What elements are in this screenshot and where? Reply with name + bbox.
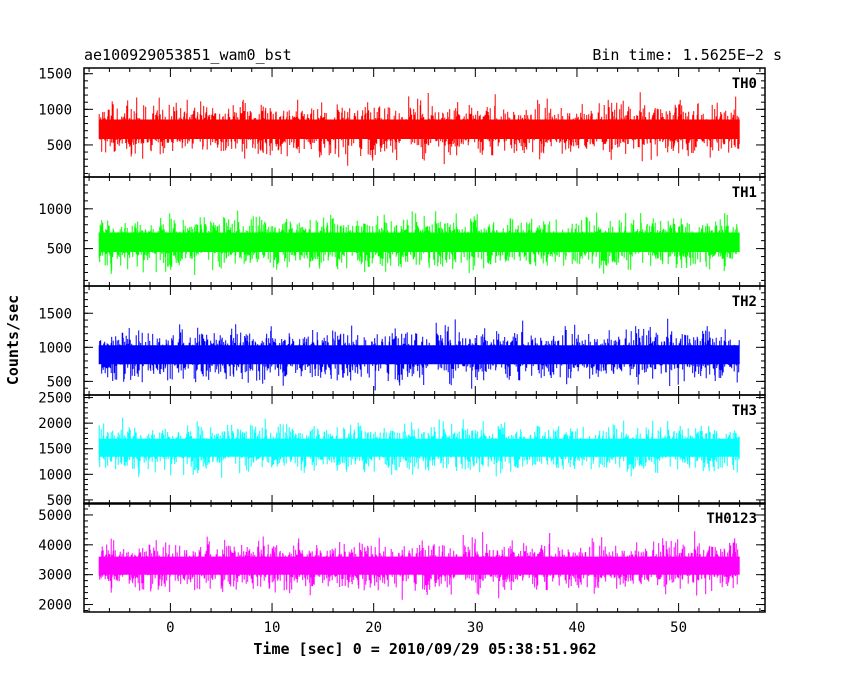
y-tick-label: 2000 <box>38 416 72 432</box>
panel-label: TH0123 <box>706 511 757 527</box>
x-tick-label: 0 <box>166 620 174 636</box>
panel-frame <box>83 502 766 613</box>
y-tick-label: 1000 <box>38 202 72 218</box>
y-tick-label: 500 <box>47 138 72 154</box>
y-tick-label: 2000 <box>38 598 72 614</box>
series-th1 <box>98 210 740 275</box>
y-tick-label: 500 <box>47 242 72 258</box>
y-tick-label: 5000 <box>38 508 72 524</box>
series-th0 <box>98 92 740 166</box>
x-tick-label: 50 <box>670 620 687 636</box>
y-tick-label: 3000 <box>38 568 72 584</box>
y-tick-label: 500 <box>47 493 72 509</box>
series-th0123 <box>98 531 740 600</box>
panel-label: TH2 <box>732 294 757 310</box>
y-tick-label: 4000 <box>38 538 72 554</box>
panel-th0123: 2000 3000 4000 5000 TH0123 <box>38 502 766 614</box>
panel-th2: 500 1000 1500 TH2 <box>38 285 766 396</box>
y-tick-label: 1500 <box>38 442 72 458</box>
panel-frame <box>83 285 766 396</box>
panel-th0: 500 1000 1500 TH0 <box>38 67 766 178</box>
y-tick-label: 500 <box>47 374 72 390</box>
y-tick-label: 1500 <box>38 306 72 322</box>
x-tick-label: 20 <box>365 620 382 636</box>
panels: 50010001500TH05001000TH150010001500TH250… <box>38 67 766 636</box>
series-th2 <box>98 318 740 391</box>
panel-label: TH1 <box>732 185 757 201</box>
series-th3 <box>98 417 740 478</box>
y-tick-label: 1500 <box>38 67 72 83</box>
y-tick-label: 2500 <box>38 391 72 407</box>
y-axis-label: Counts/sec <box>4 295 22 385</box>
panel-th1: 500 1000 TH1 <box>38 176 766 287</box>
x-tick-label: 30 <box>467 620 484 636</box>
x-axis-label: Time [sec] 0 = 2010/09/29 05:38:51.962 <box>253 640 596 658</box>
chart-title: ae100929053851_wam0_bst <box>84 46 292 64</box>
panel-th3: 500 1000 1500 2000 2500 TH3 <box>38 391 766 509</box>
bin-time-label: Bin time: 1.5625E−2 s <box>592 46 782 64</box>
y-tick-label: 1000 <box>38 467 72 483</box>
panel-label: TH3 <box>732 403 757 419</box>
x-tick-label: 10 <box>264 620 281 636</box>
y-tick-label: 1000 <box>38 340 72 356</box>
panel-frame <box>83 394 766 505</box>
panel-label: TH0 <box>732 76 757 92</box>
y-tick-label: 1000 <box>38 102 72 118</box>
x-tick-label: 40 <box>569 620 586 636</box>
